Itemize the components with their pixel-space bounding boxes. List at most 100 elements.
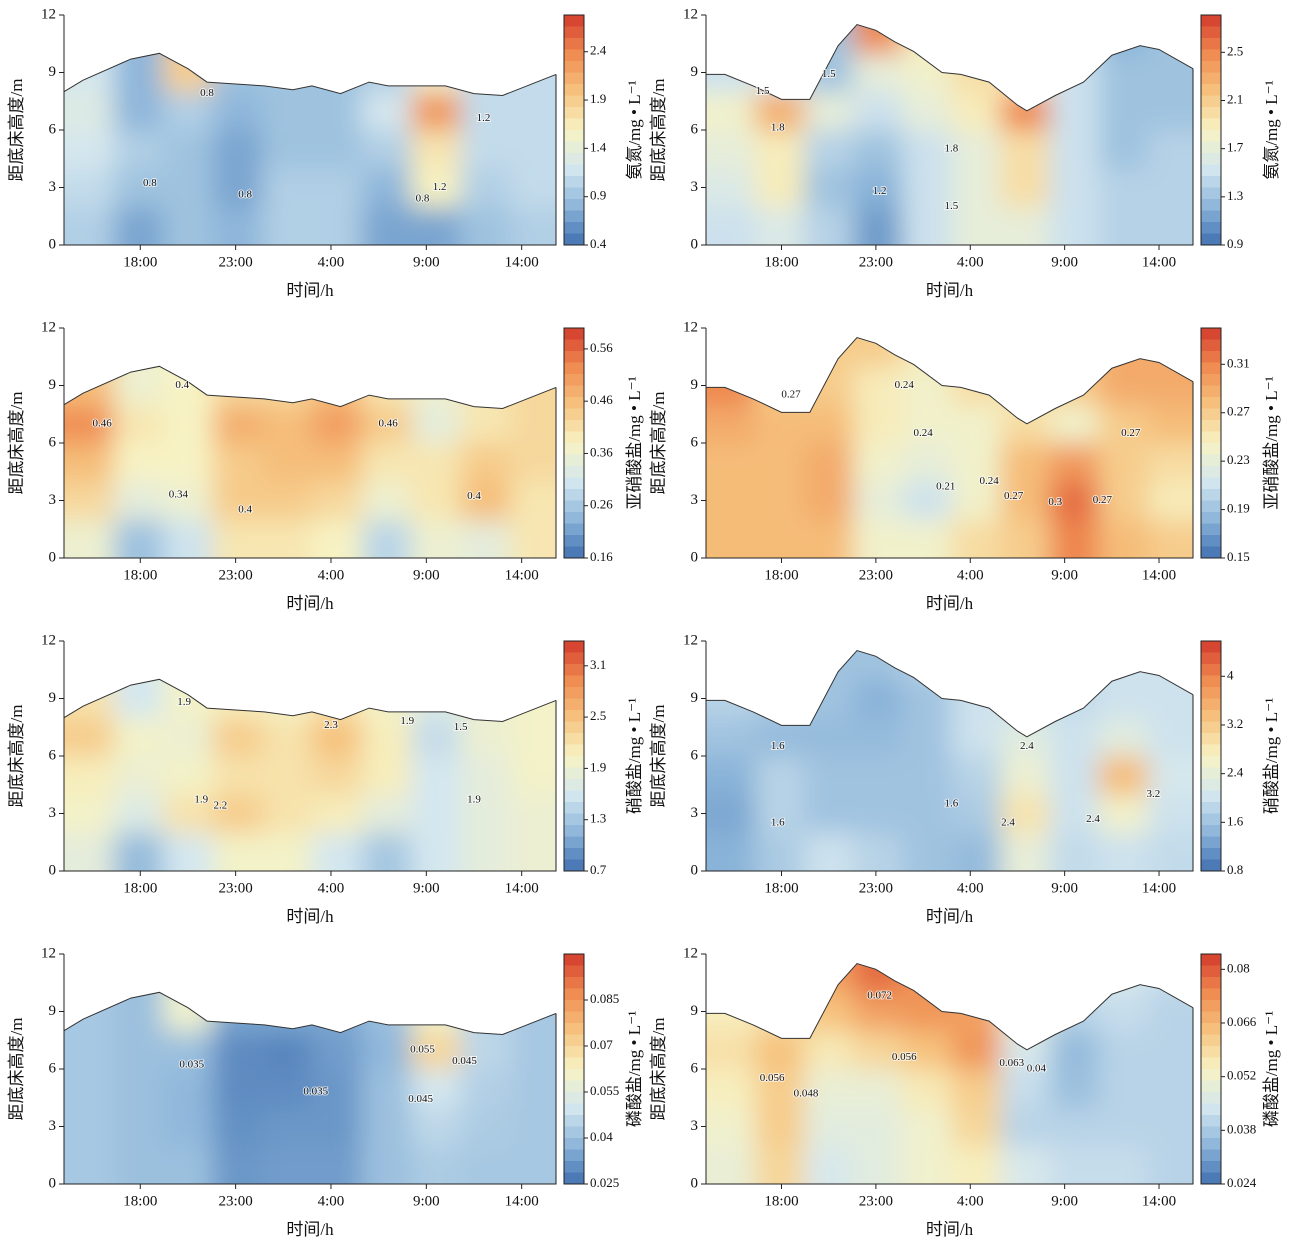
cell	[510, 130, 556, 169]
cell	[902, 206, 952, 246]
cell	[510, 1030, 556, 1070]
surface-line	[63, 365, 557, 410]
contour-label: 0.04	[1027, 1063, 1047, 1075]
y-tick-label: 9	[691, 1003, 699, 1019]
cell	[510, 679, 556, 719]
cell	[311, 1145, 362, 1184]
cell	[163, 91, 214, 131]
contour-label: 1.5	[454, 721, 468, 733]
colorbar-band	[1201, 802, 1221, 814]
cell	[902, 130, 952, 169]
cell	[1147, 443, 1193, 482]
colorbar-band	[1201, 836, 1221, 849]
cell	[1098, 650, 1149, 680]
cell	[113, 206, 164, 246]
colorbar-band	[1201, 721, 1221, 734]
cell	[706, 1069, 756, 1108]
y-axis-label: 距底床高度/m	[7, 392, 26, 495]
cell	[755, 1107, 805, 1147]
cell	[804, 481, 854, 521]
contour-label: 0.035	[303, 1086, 328, 1098]
x-tick-label: 9:00	[1051, 880, 1078, 896]
cell	[113, 1145, 164, 1184]
colorbar-tick-label: 0.052	[1227, 1068, 1256, 1083]
cell	[361, 1030, 412, 1070]
colorbar-band	[1201, 1103, 1221, 1116]
colorbar-band	[564, 362, 584, 375]
colorbar-band	[564, 420, 584, 432]
cell	[163, 1069, 214, 1108]
cell	[804, 404, 854, 444]
cell	[1049, 91, 1100, 131]
x-tick-label: 18:00	[764, 1193, 798, 1209]
cell	[755, 679, 805, 719]
cell	[361, 794, 412, 834]
colorbar-band	[1201, 84, 1221, 96]
contour-label: 0.045	[452, 1055, 477, 1067]
y-tick-label: 3	[691, 492, 699, 508]
colorbar-band	[564, 1161, 584, 1173]
cell	[262, 794, 313, 834]
cell	[510, 1069, 556, 1108]
y-tick-label: 6	[49, 434, 57, 450]
cell	[460, 366, 511, 406]
cell	[1049, 443, 1100, 482]
y-tick-label: 12	[683, 6, 698, 22]
panel: 0.056 0.048 0.072 0.056 0.063 0.04 0 3 6 9 12 18:00…	[649, 945, 1281, 1238]
colorbar-band	[564, 977, 584, 989]
cell	[212, 992, 263, 1032]
field-clip	[706, 337, 1193, 558]
cell	[1098, 443, 1149, 482]
colorbar-band	[1201, 222, 1221, 234]
x-tick-label: 9:00	[1051, 1193, 1078, 1209]
x-tick-label: 4:00	[318, 254, 345, 270]
cell	[64, 1145, 115, 1184]
cell	[460, 404, 511, 444]
colorbar-band	[1201, 210, 1221, 223]
y-axis-label: 距底床高度/m	[649, 1018, 668, 1121]
y-tick-label: 0	[49, 236, 57, 252]
colorbar-band	[1201, 362, 1221, 375]
colorbar-band	[1201, 15, 1221, 27]
cell	[510, 366, 556, 406]
x-tick-label: 4:00	[957, 567, 984, 583]
cell	[902, 168, 952, 208]
cell	[804, 366, 854, 406]
y-tick-label: 12	[683, 945, 698, 961]
colorbar-tick-label: 3.1	[590, 657, 606, 672]
colorbar-band	[564, 130, 584, 142]
colorbar-band	[1201, 512, 1221, 524]
cell	[706, 337, 756, 367]
colorbar-band	[1201, 790, 1221, 803]
cell	[1098, 53, 1149, 93]
cell	[1000, 168, 1051, 208]
x-tick-label: 18:00	[123, 567, 157, 583]
y-tick-label: 0	[49, 862, 57, 878]
contour-label: 1.9	[467, 794, 481, 806]
contour-label: 0.063	[999, 1057, 1024, 1069]
cell	[951, 1069, 1001, 1108]
x-tick-label: 14:00	[1142, 254, 1176, 270]
cell	[1000, 443, 1051, 482]
colorbar-label: 硝酸盐/mg • L⁻¹	[1262, 698, 1281, 814]
cell	[951, 679, 1001, 719]
cell	[113, 443, 164, 482]
cell	[163, 130, 214, 169]
contour-label: 0.055	[410, 1043, 435, 1055]
x-tick-label: 4:00	[957, 1193, 984, 1209]
cell	[1000, 832, 1051, 871]
colorbar-band	[564, 523, 584, 536]
cell	[1049, 168, 1100, 208]
colorbar-band	[1201, 848, 1221, 860]
contour-label: 1.2	[433, 181, 447, 193]
cell	[361, 481, 412, 521]
cell	[804, 24, 854, 54]
colorbar-band	[1201, 49, 1221, 62]
colorbar-band	[564, 687, 584, 699]
colorbar-tick-label: 0.26	[590, 497, 613, 512]
colorbar-band	[1201, 710, 1221, 722]
cell	[163, 443, 214, 482]
cell	[1147, 91, 1193, 131]
contour-label: 1.5	[822, 68, 836, 80]
cell	[361, 53, 412, 93]
